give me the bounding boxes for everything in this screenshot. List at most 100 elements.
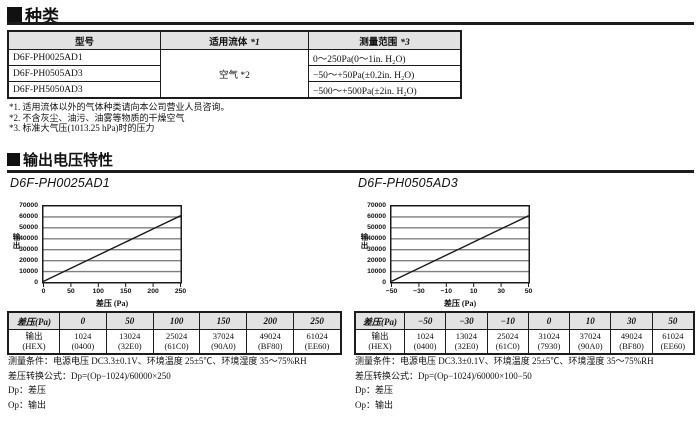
y-tick-label: 60000 (367, 212, 386, 220)
pressure-col: 100 (152, 312, 201, 330)
output-value: 37024 (90A0) (569, 329, 612, 354)
y-tick-label: 0 (382, 278, 386, 286)
table-row: D6F-PH0025AD1 空气 *2 0～250Pa(0～1in. H₂O) (8, 49, 461, 98)
output-value: 25024 (61C0) (152, 329, 201, 354)
chart-title: D6F-PH0505AD3 (358, 176, 458, 190)
output-value: 49024 (BF80) (610, 329, 653, 354)
output-table-d6f-ph0025ad1: 差压(Pa) 0 50 100 150 200 250 输出 (HEX) 1024… (7, 311, 342, 355)
y-tick-label: 50000 (19, 223, 38, 231)
output-table-value-row: 输出 (HEX) 1024 (0400) 13024 (32E0) 25024 (61C… (355, 329, 695, 354)
model-cell: D6F-PH0025AD1 (8, 49, 161, 66)
table-row: D6F-PH0505AD3 −50～+50Pa(±0.2in. H₂O) (8, 65, 461, 82)
y-tick-label: 70000 (19, 202, 38, 209)
col-header-range: 测量范围 *3 (308, 31, 461, 50)
types-table-header-row: 型号 适用流体 *1 测量范围 *3 (8, 31, 461, 50)
y-tick-label: 50000 (367, 223, 386, 231)
x-tick-label: 30 (497, 288, 505, 295)
plot-border (390, 205, 530, 284)
measurement-conditions: 测量条件：电源电压 DC3.3±0.1V、环境温度 25±5℃、环境湿度 35～… (8, 356, 307, 366)
pressure-col: 10 (569, 312, 612, 330)
pressure-col: 50 (105, 312, 154, 330)
y-tick-label: 10000 (19, 267, 38, 275)
x-tick-label: 150 (120, 288, 132, 295)
x-tick-label: −30 (413, 288, 425, 295)
y-tick-label: 20000 (19, 256, 38, 264)
pressure-col: 30 (610, 312, 653, 330)
line-chart-plot (42, 205, 182, 287)
output-value: 25024 (61C0) (486, 329, 529, 354)
y-axis-title: 输出 (12, 233, 21, 250)
pressure-col: −50 (403, 312, 447, 330)
col-header-model: 型号 (8, 31, 161, 50)
section-title: 种类 (25, 7, 59, 26)
y-axis-ticks: 0 10000 20000 30000 40000 50000 60000 70000 (12, 202, 40, 286)
section-heading-output: 输出电压特性 (7, 149, 113, 170)
model-cell: D6F-PH5050AD3 (8, 81, 161, 98)
x-tick-label: −50 (385, 288, 398, 295)
corner-label: 差压(Pa) (355, 312, 405, 330)
pressure-col: 0 (527, 312, 571, 330)
col-header-fluid: 适用流体 *1 (160, 31, 309, 50)
types-table: 型号 适用流体 *1 测量范围 *3 D6F-PH0025AD1 空气 *2 0～2… (7, 30, 462, 99)
conditions-right: 测量条件：电源电压 DC3.3±0.1V、环境温度 25±5℃、环境湿度 35～… (355, 354, 654, 412)
output-value: 61024 (EE60) (293, 329, 341, 354)
pressure-col: −30 (445, 312, 488, 330)
section-marker-icon (7, 7, 22, 22)
x-tick-label: 0 (41, 288, 46, 295)
fluid-note-ref: *1 (250, 37, 260, 48)
output-value: 1024 (0400) (59, 329, 107, 354)
x-tick-label: 50 (67, 288, 75, 295)
x-tick-label: 10 (469, 288, 478, 295)
pressure-col: 50 (651, 312, 695, 330)
range-cell: −50～+50Pa(±0.2in. H₂O) (308, 65, 461, 82)
y-tick-label: 10000 (367, 267, 386, 275)
y-tick-label: 40000 (367, 234, 386, 242)
y-tick-label: 30000 (367, 245, 386, 253)
footnotes: *1. 适用流体以外的气体种类请向本公司营业人员咨询。 *2. 不含灰尘、油污、… (9, 102, 230, 134)
y-tick-label: 40000 (19, 234, 38, 242)
section-marker-icon (7, 153, 20, 166)
output-table-d6f-ph0505ad3: 差压(Pa) −50 −30 −10 0 10 30 50 输出 (HEX) 10… (354, 311, 695, 355)
y-tick-label: 60000 (19, 212, 38, 220)
output-table-header-row: 差压(Pa) −50 −30 −10 0 10 30 50 (355, 312, 695, 330)
x-axis-ticks: 0 50 100 150 200 250 (41, 288, 187, 297)
section-title: 输出电压特性 (23, 152, 114, 169)
output-table-value-row: 输出 (HEX) 1024 (0400) 13024 (32E0) 25024 (61C… (8, 329, 341, 354)
output-value: 37024 (90A0) (199, 329, 248, 354)
x-tick-label: 100 (92, 288, 104, 295)
corner-label: 差压(Pa) (8, 312, 60, 330)
chart-title: D6F-PH0025AD1 (10, 176, 110, 190)
chart-d6f-ph0505ad3: D6F-PH0505AD3 输出 0 10000 20000 30000 40000 50… (356, 176, 586, 308)
footnote-1: *1. 适用流体以外的气体种类请向本公司营业人员咨询。 (9, 102, 230, 112)
pressure-col: 250 (293, 312, 341, 330)
range-cell: −500～+500Pa(±2in. H₂O) (308, 81, 461, 98)
section-heading-types: 种类 (7, 2, 59, 27)
x-axis-title: 差压 (Pa) (95, 299, 129, 308)
output-value: 31024 (7930) (527, 329, 571, 354)
line-chart-plot (390, 205, 530, 287)
x-tick-label: 250 (174, 288, 187, 295)
chart-d6f-ph0025ad1: D6F-PH0025AD1 输出 0 10000 20000 30000 40000 50… (8, 176, 238, 308)
dp-definition: Dp：差压 (8, 385, 46, 395)
output-value: 61024 (EE60) (651, 329, 695, 354)
data-line (43, 215, 181, 283)
x-tick-label: 50 (524, 288, 533, 295)
pressure-col: 200 (246, 312, 295, 330)
section-rule (7, 170, 694, 173)
pressure-col: 0 (59, 312, 107, 330)
op-definition: Op：输出 (8, 399, 46, 410)
section-rule (7, 22, 694, 25)
conditions-left: 测量条件：电源电压 DC3.3±0.1V、环境温度 25±5℃、环境湿度 35～… (8, 354, 307, 412)
output-value: 13024 (32E0) (445, 329, 488, 354)
range-cell: 0～250Pa(0～1in. H₂O) (308, 49, 461, 66)
output-table-header-row: 差压(Pa) 0 50 100 150 200 250 (8, 312, 341, 330)
conversion-formula: 差压转换公式：Dp=(Op−1024)/60000×100−50 (355, 370, 532, 381)
x-tick-label: −10 (440, 288, 453, 295)
dp-definition: Dp：差压 (355, 385, 393, 395)
output-value: 1024 (0400) (403, 329, 447, 354)
conversion-formula: 差压转换公式：Dp=(Op−1024)/60000×250 (8, 370, 171, 381)
op-definition: Op：输出 (355, 399, 393, 410)
model-cell: D6F-PH0505AD3 (8, 65, 161, 82)
y-axis-title: 输出 (360, 233, 369, 250)
fluid-cell: 空气 *2 (160, 49, 309, 98)
